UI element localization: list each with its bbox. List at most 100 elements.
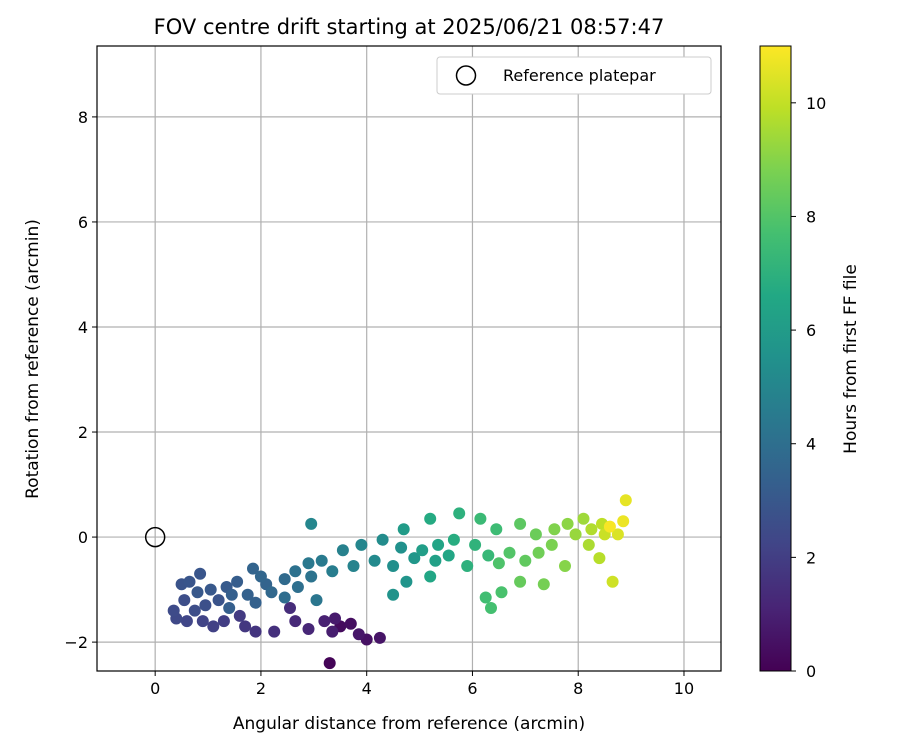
colorbar-tick-label: 8 (806, 207, 816, 226)
data-point (495, 586, 508, 599)
data-point (199, 599, 212, 612)
data-point (514, 575, 527, 588)
data-point (310, 594, 323, 607)
data-point (432, 538, 445, 551)
data-point (461, 560, 474, 572)
y-axis-ticks: −2 0 2 4 6 8 (64, 108, 97, 652)
data-point (178, 594, 191, 607)
colorbar-ticks: 0 2 4 6 8 10 (791, 94, 826, 681)
data-point (344, 617, 357, 630)
data-point (326, 625, 339, 638)
colorbar-tick-label: 0 (806, 662, 816, 681)
data-point (532, 546, 545, 559)
data-point (376, 533, 389, 546)
data-point (268, 625, 281, 638)
data-point (529, 528, 542, 541)
data-point (291, 581, 304, 593)
data-point (469, 538, 482, 551)
data-point (183, 575, 196, 588)
data-point (207, 620, 220, 633)
data-point (559, 560, 571, 572)
x-tick-label: 8 (573, 679, 583, 698)
reference-marker (144, 526, 166, 548)
data-point (249, 625, 262, 638)
data-point (606, 575, 619, 588)
data-point (593, 552, 606, 565)
data-point (368, 554, 381, 567)
data-point (514, 517, 527, 530)
data-point (336, 544, 349, 557)
data-point (519, 554, 532, 567)
data-point (225, 588, 238, 601)
data-point (485, 602, 497, 614)
legend-box (436, 56, 712, 95)
x-tick-label: 4 (362, 679, 372, 698)
colorbar-label: Hours from first FF file (841, 264, 861, 454)
data-point (278, 573, 291, 586)
data-point (254, 570, 267, 583)
data-point (284, 602, 296, 614)
data-point (603, 520, 616, 533)
colorbar-tick-label: 4 (806, 435, 816, 454)
colorbar-tick-label: 2 (806, 548, 816, 567)
data-point (400, 575, 413, 588)
data-point (490, 523, 503, 536)
data-point (315, 554, 328, 567)
data-point (395, 541, 408, 554)
y-tick-label: 8 (78, 108, 88, 127)
y-tick-label: 6 (78, 213, 88, 232)
data-point (387, 560, 400, 572)
data-point (347, 560, 360, 572)
data-point (548, 523, 561, 536)
x-axis-label: Angular distance from reference (arcmin) (233, 714, 585, 734)
y-axis-label: Rotation from reference (arcmin) (23, 219, 43, 499)
data-point (217, 615, 230, 628)
x-tick-label: 10 (674, 679, 694, 698)
data-point (453, 507, 466, 520)
data-point (619, 494, 632, 507)
data-point (302, 557, 315, 570)
data-point (503, 546, 516, 559)
data-point (397, 523, 410, 536)
grid (97, 46, 721, 671)
data-point (561, 517, 574, 530)
data-point (191, 586, 204, 599)
x-axis-ticks: 0 2 4 6 8 10 (150, 671, 694, 698)
data-point (204, 583, 217, 596)
data-point (479, 591, 492, 604)
data-point (323, 657, 336, 670)
data-point (482, 549, 495, 562)
x-tick-label: 2 (256, 679, 266, 698)
data-point (239, 620, 252, 633)
x-tick-label: 0 (150, 679, 160, 698)
data-points (167, 494, 632, 670)
colorbar-tick-label: 10 (806, 94, 826, 113)
data-point (326, 565, 339, 578)
data-point (167, 604, 180, 617)
data-point (577, 512, 590, 525)
colorbar: 0 2 4 6 8 10 Hours from first FF file (759, 45, 861, 681)
data-point (305, 570, 318, 583)
legend-label: Reference platepar (503, 66, 656, 85)
data-point (278, 591, 291, 604)
data-point (429, 554, 442, 567)
plot-area: 0 2 4 6 8 10 −2 0 2 4 6 8 (64, 45, 722, 698)
data-point (408, 552, 421, 565)
legend-marker-icon (455, 65, 477, 86)
data-point (231, 575, 244, 588)
data-point (289, 615, 302, 628)
data-point (355, 538, 368, 551)
data-point (305, 517, 318, 530)
data-point (223, 602, 236, 614)
data-point (474, 512, 487, 525)
data-point (188, 604, 201, 617)
data-point (241, 588, 254, 601)
data-point (447, 533, 460, 546)
data-point (611, 528, 624, 541)
colorbar-tick-label: 6 (806, 321, 816, 340)
y-tick-label: −2 (64, 633, 88, 652)
data-point (265, 586, 278, 599)
data-point (194, 567, 207, 580)
data-point (180, 615, 193, 628)
